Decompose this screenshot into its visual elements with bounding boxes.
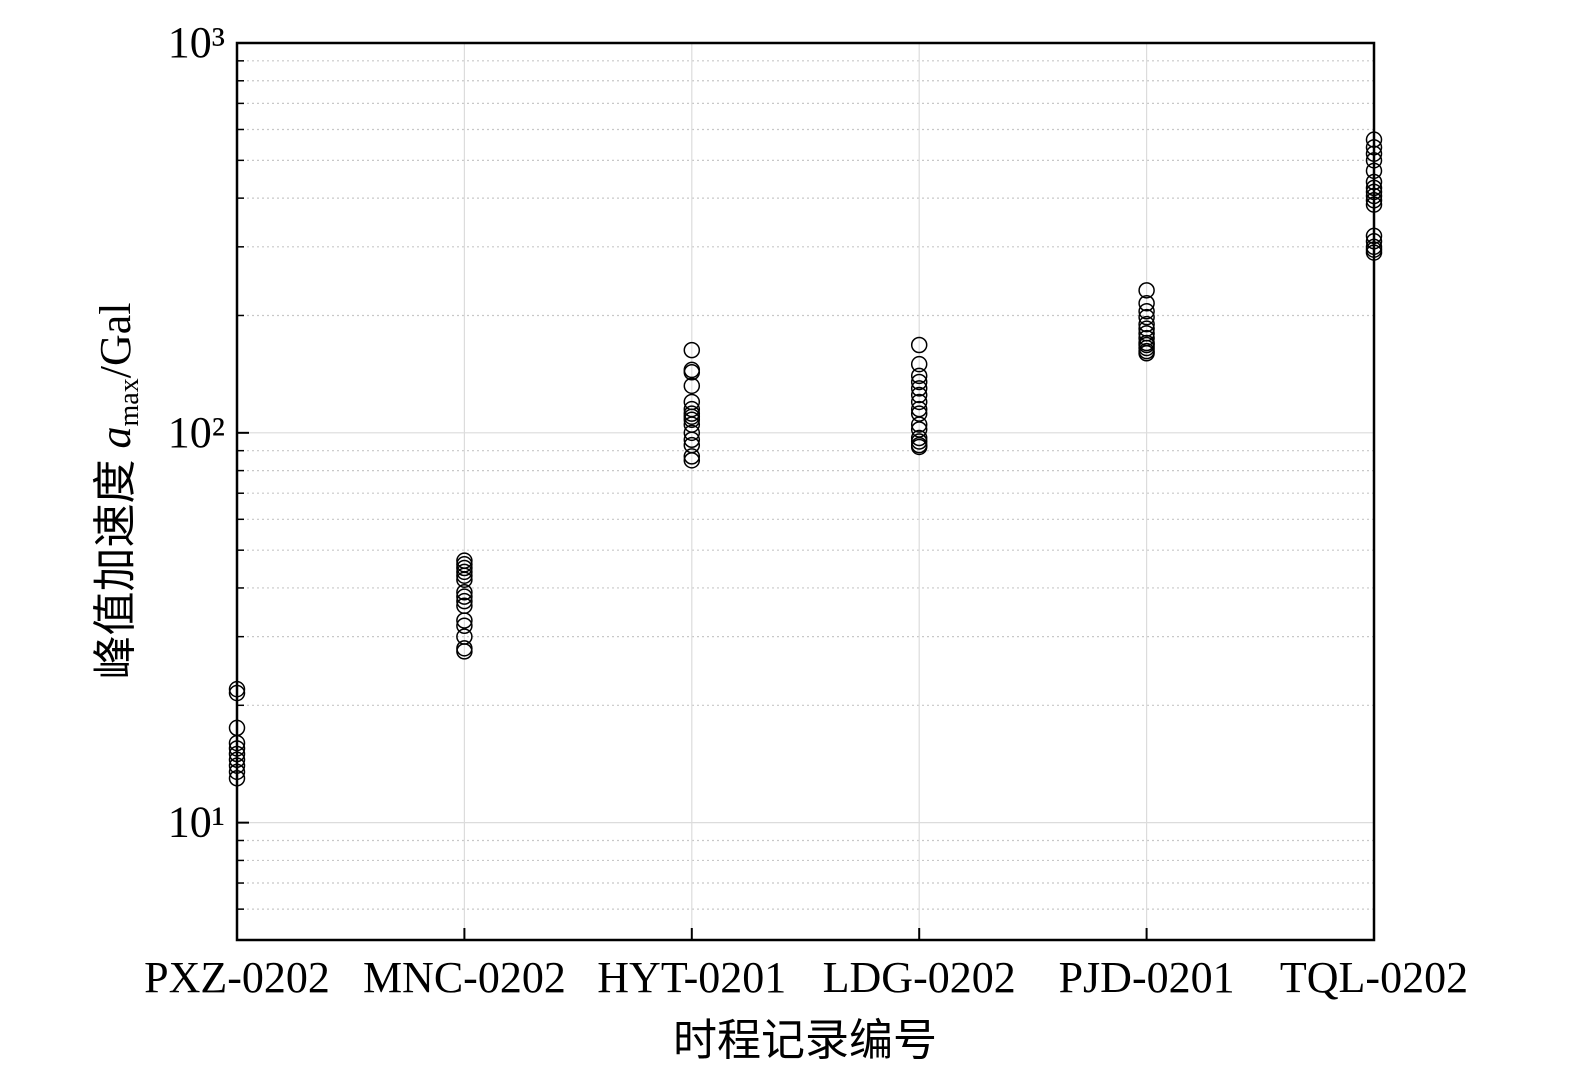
data-point [1365,196,1383,213]
data-point [1138,315,1155,333]
data-point [910,336,928,354]
data-point [910,433,928,450]
data-point [683,431,701,448]
data-point [1365,173,1383,191]
plot-frame [235,41,1376,942]
data-point [1365,187,1383,205]
data-point [910,416,928,433]
data-point [456,571,473,588]
data-point [228,740,246,757]
y-label-unit: /Gal [91,303,140,379]
data-point [1138,282,1155,299]
data-point [1138,294,1155,312]
data-point [1365,192,1383,209]
data-point [1138,303,1155,320]
data-point [456,643,473,660]
data-point [228,734,246,752]
data-point [910,429,928,447]
data-point [456,592,473,610]
data-point [228,745,246,763]
y-label-var: a [91,426,140,448]
x-tick-label: TQL-0202 [1280,953,1468,1002]
data-point [456,612,473,629]
data-point [1365,183,1383,201]
data-point [910,373,928,391]
data-point [1365,227,1383,245]
y-tick-label: 10² [168,408,225,457]
data-point [228,757,246,774]
y-tick-label: 10³ [168,18,225,67]
data-point [456,617,473,634]
data-point [1365,152,1383,169]
y-axis-label: 峰值加速度 amax/Gal [91,303,145,680]
data-point [1365,139,1383,156]
data-point [910,386,928,404]
data-point [910,438,928,456]
data-point [1365,131,1383,148]
y-label-sub: max [114,378,145,426]
data-point [683,377,701,395]
data-point [456,588,473,605]
data-point [228,751,246,768]
data-point [1365,145,1383,162]
data-point [456,563,473,581]
data-point [683,452,701,469]
data-point [1365,233,1383,250]
y-tick-label: 10¹ [168,798,225,847]
data-point [228,769,246,787]
x-tick-label: PJD-0201 [1059,953,1235,1002]
data-point [910,367,928,385]
y-label-text: 峰值加速度 [91,448,140,679]
data-point [228,684,246,702]
x-tick-label: LDG-0202 [823,953,1016,1002]
data-point [1138,345,1155,362]
data-point [1365,162,1383,180]
data-point [683,448,701,465]
data-point [1365,244,1383,261]
data-point [1365,179,1383,197]
data-point [910,393,928,411]
data-point [683,411,701,429]
x-tick-label: MNC-0202 [363,953,566,1002]
data-point [683,424,701,442]
data-point [456,559,473,577]
data-point [683,341,701,359]
data-point [1138,308,1155,326]
data-point [456,583,473,601]
data-point [683,364,701,381]
data-point [910,380,928,397]
data-point [910,355,928,373]
data-point [228,680,246,698]
x-tick-label: PXZ-0202 [144,953,330,1002]
x-tick-label: HYT-0201 [597,953,786,1002]
data-point [910,405,928,422]
data-point [456,567,473,584]
x-axis-label: 时程记录编号 [673,1016,937,1065]
data-point [228,763,246,781]
